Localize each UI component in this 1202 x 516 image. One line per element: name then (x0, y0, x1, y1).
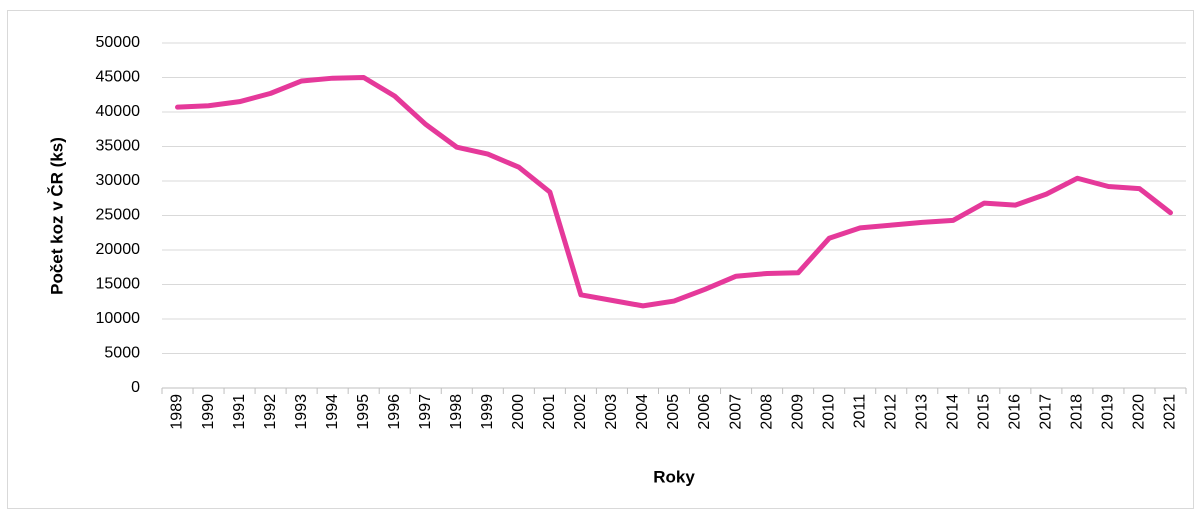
x-tick-label: 2012 (882, 394, 899, 430)
x-tick-label: 2010 (820, 394, 837, 430)
x-tick-label: 2006 (696, 394, 713, 430)
y-tick-label: 10000 (96, 310, 141, 327)
x-tick-label: 2021 (1162, 394, 1179, 430)
y-tick-label: 20000 (96, 241, 141, 258)
x-tick-label: 2016 (1007, 394, 1024, 430)
x-tick-label: 2001 (541, 394, 558, 430)
x-tick-label: 2002 (572, 394, 589, 430)
x-tick-label: 2004 (634, 394, 651, 430)
x-tick-label: 1990 (200, 394, 217, 430)
x-axis-title: Roky (653, 467, 695, 486)
x-tick-label: 2013 (913, 394, 930, 430)
x-tick-label: 2007 (727, 394, 744, 430)
x-tick-label: 1997 (417, 394, 434, 430)
y-tick-label: 25000 (96, 207, 141, 224)
x-tick-label: 2003 (603, 394, 620, 430)
chart-frame (7, 10, 1194, 509)
x-tick-label: 2014 (944, 394, 961, 430)
x-tick-label: 2017 (1038, 394, 1055, 430)
x-tick-label: 2009 (789, 394, 806, 430)
x-tick-label: 2020 (1131, 394, 1148, 430)
x-tick-label: 2019 (1100, 394, 1117, 430)
x-tick-label: 1991 (231, 394, 248, 430)
x-tick-label: 1993 (293, 394, 310, 430)
x-tick-label: 2000 (510, 394, 527, 430)
x-tick-label: 1998 (448, 394, 465, 430)
y-tick-label: 45000 (96, 69, 141, 86)
y-tick-label: 5000 (104, 345, 140, 362)
x-tick-label: 1992 (262, 394, 279, 430)
y-axis-title: Počet koz v ČR (ks) (47, 137, 66, 295)
x-tick-label: 1996 (386, 394, 403, 430)
y-tick-label: 40000 (96, 103, 141, 120)
y-tick-label: 15000 (96, 276, 141, 293)
x-tick-label: 1999 (479, 394, 496, 430)
x-tick-label: 1994 (324, 394, 341, 430)
x-tick-label: 2005 (665, 394, 682, 430)
x-tick-label: 1995 (355, 394, 372, 430)
y-tick-label: 50000 (96, 34, 141, 51)
data-line (175, 75, 1173, 309)
x-tick-label: 2008 (758, 394, 775, 430)
y-tick-label: 35000 (96, 138, 141, 155)
x-tick-label: 1989 (169, 394, 186, 430)
y-tick-label: 0 (131, 379, 140, 396)
y-tick-label: 30000 (96, 172, 141, 189)
x-tick-label: 2015 (976, 394, 993, 430)
x-tick-label: 2018 (1069, 394, 1086, 430)
x-tick-label: 2011 (851, 394, 868, 429)
